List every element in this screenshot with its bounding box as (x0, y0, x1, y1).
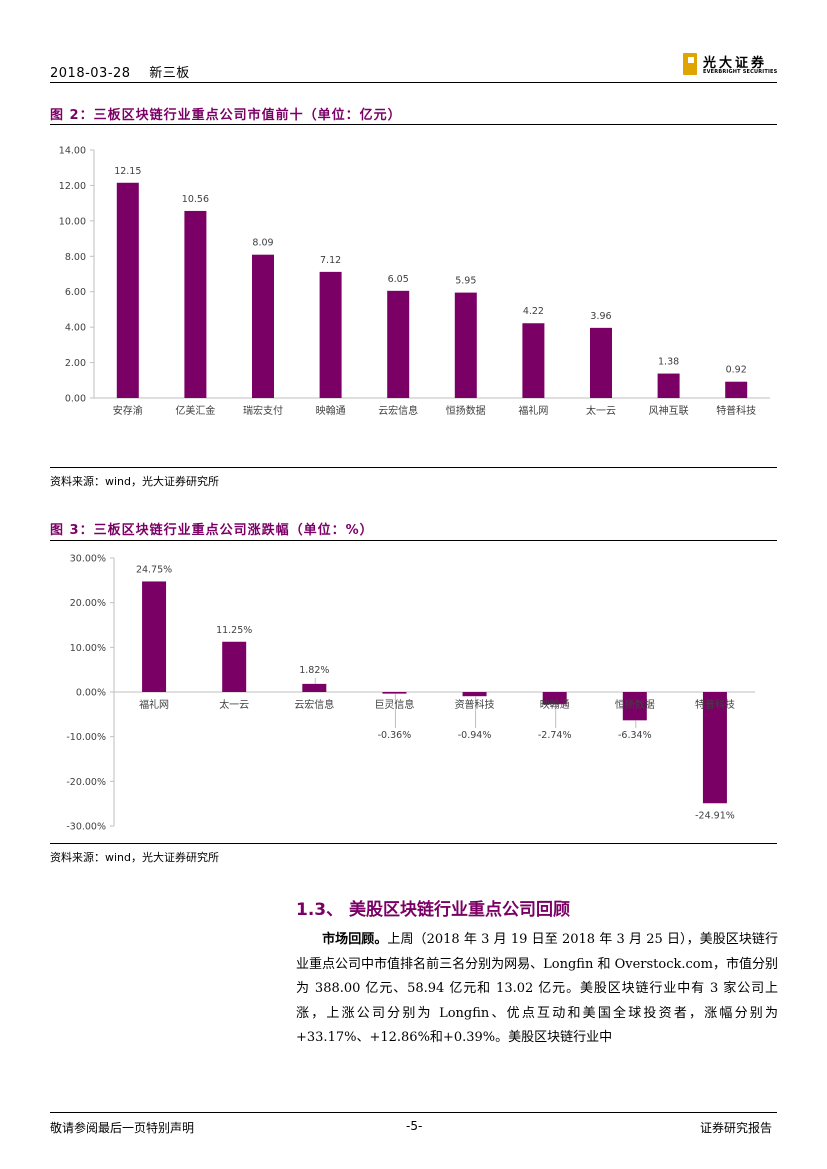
category-label: 特普科技 (716, 404, 756, 417)
figure3-source: 资料来源：wind，光大证券研究所 (50, 851, 220, 864)
category-label: 福礼网 (518, 404, 548, 417)
section-lead: 市场回顾。 (322, 932, 388, 947)
logo-mark-icon (683, 53, 697, 75)
y-tick-label: 12.00 (59, 181, 86, 192)
bar (542, 692, 567, 705)
report-date: 2018-03-28 (50, 66, 131, 81)
y-tick-label: 0.00% (76, 688, 106, 699)
y-tick-label: 0.00 (65, 394, 86, 405)
y-tick-label: -10.00% (66, 732, 106, 743)
footer-page-number: -5- (406, 1119, 423, 1133)
category-label: 映翰通 (316, 404, 346, 417)
report-header: 2018-03-28 新三板 (50, 62, 204, 81)
category-label: 巨灵信息 (374, 698, 414, 711)
data-label: 5.95 (455, 276, 476, 287)
y-tick-label: 20.00% (70, 598, 106, 609)
category-label: 亿美汇金 (175, 404, 215, 417)
category-label: 太一云 (219, 698, 249, 711)
header-rule (50, 82, 777, 83)
bar (319, 271, 342, 398)
data-label: -2.74% (538, 730, 572, 741)
bar (454, 292, 477, 398)
bar (252, 254, 274, 398)
data-label: 7.12 (320, 255, 341, 266)
logo-name-cn: 光大证券 (703, 56, 768, 71)
data-label: 10.56 (182, 194, 209, 205)
y-tick-label: 4.00 (65, 323, 86, 334)
bar (462, 692, 487, 697)
category-label: 福礼网 (139, 698, 169, 711)
footer-report-type: 证券研究报告 (700, 1121, 773, 1135)
bar (702, 692, 727, 804)
y-tick-label: 30.00% (70, 554, 106, 565)
category-label: 云宏信息 (378, 404, 418, 417)
y-tick-label: 14.00 (59, 146, 86, 157)
y-tick-label: 10.00% (70, 643, 106, 654)
category-label: 特普科技 (695, 698, 735, 711)
bar (590, 327, 612, 398)
category-label: 太一云 (586, 404, 616, 417)
figure2-bottom-rule (50, 467, 777, 468)
data-label: 4.22 (523, 306, 544, 317)
category-label: 云宏信息 (294, 698, 334, 711)
figure3-top-rule (50, 540, 777, 541)
data-label: 0.92 (726, 365, 747, 376)
data-label: 24.75% (136, 564, 172, 575)
figure2-chart: 0.00 2.00 4.00 6.00 8.00 10.00 12.00 14.00 12.15… (59, 146, 770, 417)
data-label: -0.36% (378, 730, 412, 741)
bar (622, 692, 647, 721)
bar (382, 692, 407, 694)
data-label: 11.25% (216, 625, 252, 636)
category-label: 恒扬数据 (446, 404, 486, 417)
y-tick-label: 10.00 (59, 216, 86, 227)
footer-rule (50, 1112, 777, 1113)
category-label: 风神互联 (649, 404, 689, 417)
section-paragraph: 市场回顾。上周（2018 年 3 月 19 日至 2018 年 3 月 25 日… (296, 928, 778, 1051)
bar (184, 210, 207, 398)
data-label: 8.09 (252, 238, 273, 249)
category-label: 映翰通 (540, 698, 570, 711)
bar (657, 373, 680, 398)
category-label: 资普科技 (455, 698, 495, 711)
section-text: 上周（2018 年 3 月 19 日至 2018 年 3 月 25 日），美股区… (296, 932, 778, 1045)
data-label: -24.91% (695, 810, 735, 821)
bar (222, 641, 247, 692)
data-label: 1.82% (299, 665, 329, 676)
data-label: 12.15 (114, 166, 141, 177)
figure3-chart: -30.00% -20.00% -10.00% 0.00% 10.00% 20.00% 30… (66, 554, 755, 833)
data-label: -0.94% (458, 730, 492, 741)
figure2-source: 资料来源：wind，光大证券研究所 (50, 475, 220, 488)
footer-disclaimer: 敬请参阅最后一页特别声明 (50, 1121, 195, 1135)
category-label: 恒扬数据 (615, 698, 655, 711)
report-category: 新三板 (149, 66, 190, 81)
category-label: 安存渝 (113, 404, 143, 417)
data-label: 3.96 (590, 311, 611, 322)
bar (142, 581, 167, 692)
company-logo: 光大证券 EVERBRIGHT SECURITIES (683, 52, 783, 80)
category-label: 瑞宏支付 (243, 404, 283, 417)
logo-name-en: EVERBRIGHT SECURITIES (703, 69, 778, 75)
data-label: 1.38 (658, 357, 679, 368)
y-tick-label: 8.00 (65, 252, 86, 263)
bar (302, 683, 327, 692)
figure3-title: 图 3：三板区块链行业重点公司涨跌幅（单位：%） (50, 523, 374, 538)
data-label: 6.05 (388, 274, 409, 285)
y-tick-label: -20.00% (66, 777, 106, 788)
y-tick-label: -30.00% (66, 822, 106, 833)
figure2-title: 图 2：三板区块链行业重点公司市值前十（单位：亿元） (50, 108, 402, 123)
bar (725, 381, 748, 398)
section-title: 1.3、 美股区块链行业重点公司回顾 (296, 900, 571, 920)
bar (522, 323, 545, 398)
figure2-top-rule (50, 124, 777, 125)
bar (387, 290, 410, 398)
y-tick-label: 6.00 (65, 287, 86, 298)
y-tick-label: 2.00 (65, 358, 86, 369)
data-label: -6.34% (618, 730, 652, 741)
bar (116, 182, 139, 398)
figure3-bottom-rule (50, 843, 777, 844)
